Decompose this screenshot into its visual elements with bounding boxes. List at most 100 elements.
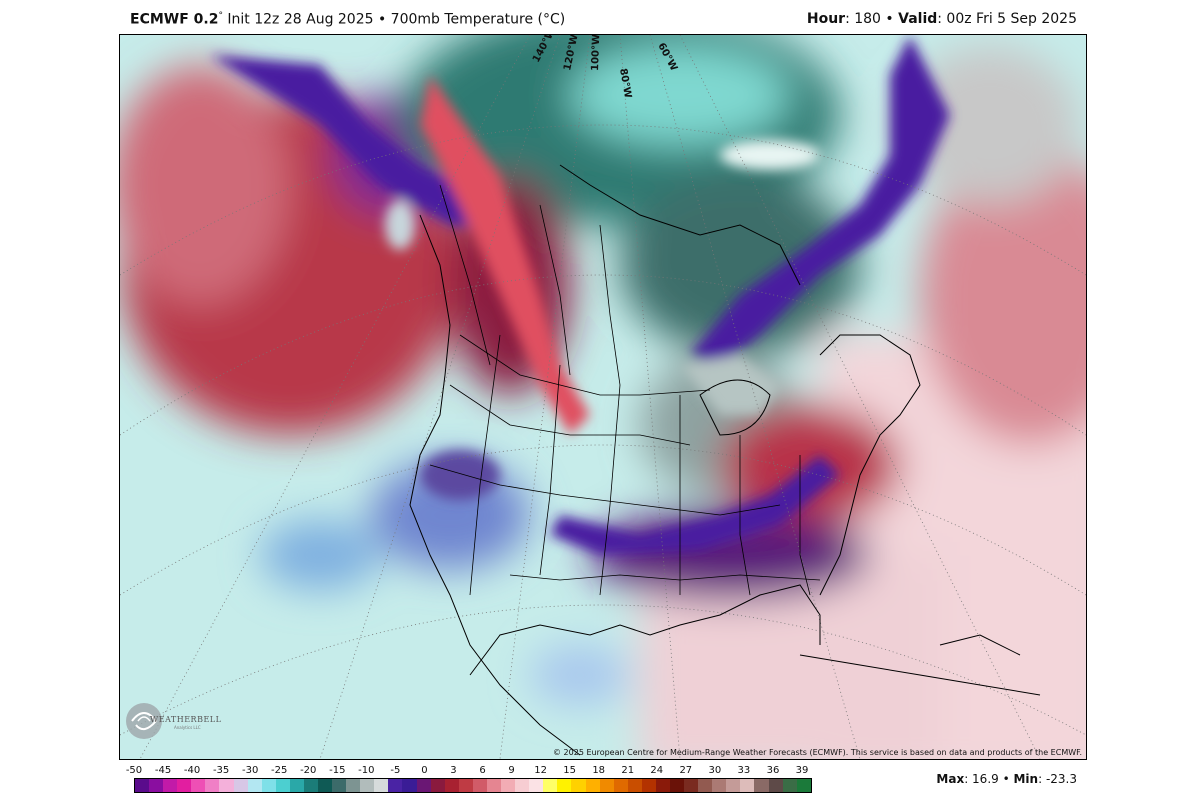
copyright-notice: © 2025 European Centre for Medium-Range … [553, 748, 1082, 757]
min-value: : -23.3 [1038, 772, 1077, 786]
colorbar-tick-label: 9 [508, 765, 515, 776]
colorbar-swatch [163, 779, 178, 792]
colorbar-tick-label: -35 [212, 765, 230, 776]
valid-label: Valid [898, 11, 938, 27]
map-canvas: 140°W 120°W 100°W 80°W 60°W [120, 35, 1086, 759]
colorbar-swatch [782, 779, 797, 792]
init-description: Init 12z 28 Aug 2025 • 700mb Temperature… [222, 11, 566, 28]
colorbar-swatch [332, 779, 347, 792]
colorbar-swatch [585, 779, 600, 792]
colorbar-tick-label: 6 [479, 765, 486, 776]
colorbar-swatch [135, 779, 150, 792]
colorbar-swatch [346, 779, 361, 792]
colorbar-tick-label: 3 [450, 765, 457, 776]
colorbar-swatch [205, 779, 220, 792]
colorbar-tick-label: 36 [766, 765, 780, 776]
colorbar-swatch [655, 779, 670, 792]
colorbar-swatch [543, 779, 558, 792]
colorbar [134, 778, 812, 793]
colorbar-tick-label: 33 [737, 765, 751, 776]
temperature-map[interactable]: 140°W 120°W 100°W 80°W 60°W WEATHERBELL … [119, 34, 1087, 760]
colorbar-swatch [472, 779, 487, 792]
hour-value: : 180 • [845, 11, 899, 27]
colorbar-swatch [458, 779, 473, 792]
colorbar-swatch [318, 779, 333, 792]
colorbar-tick-label: 15 [563, 765, 577, 776]
colorbar-swatch [669, 779, 685, 792]
colorbar-swatch [261, 779, 276, 792]
colorbar-swatch [754, 779, 769, 792]
colorbar-swatch [149, 779, 164, 792]
colorbar-swatch [303, 779, 319, 792]
colorbar-swatch [740, 779, 755, 792]
logo-text: WEATHERBELL [150, 715, 222, 724]
weatherbell-logo: WEATHERBELL Analytics LLC [124, 701, 221, 741]
lon-label: 80°W [617, 68, 633, 99]
colorbar-swatch [402, 779, 417, 792]
colorbar-swatch [613, 779, 628, 792]
max-label: Max [936, 772, 965, 786]
colorbar-tick-label: 27 [679, 765, 693, 776]
graticule [120, 35, 1086, 759]
colorbar-swatch [768, 779, 783, 792]
colorbar-swatch [571, 779, 586, 792]
colorbar-swatch [796, 779, 811, 792]
colorbar-swatch [247, 779, 262, 792]
colorbar-swatch [726, 779, 741, 792]
political-borders [429, 184, 821, 596]
colorbar-swatch [529, 779, 544, 792]
map-title: ECMWF 0.2° Init 12z 28 Aug 2025 • 700mb … [130, 11, 565, 28]
model-name: ECMWF 0.2 [130, 11, 219, 28]
colorbar-labels: -50 -45 -40 -35 -30 -25 -20 -15 -10 -5 0 3 6 9 12 15 18 2… [126, 765, 812, 777]
degree-mark: ° [218, 11, 223, 21]
colorbar-swatch [430, 779, 445, 792]
colorbar-tick-label: -50 [125, 765, 143, 776]
colorbar-tick-label: 24 [650, 765, 664, 776]
colorbar-tick-label: 18 [592, 765, 606, 776]
colorbar-swatch [698, 779, 713, 792]
colorbar-tick-label: -25 [271, 765, 288, 776]
valid-time: Hour: 180 • Valid: 00z Fri 5 Sep 2025 [807, 11, 1077, 27]
colorbar-tick-label: -15 [329, 765, 346, 776]
colorbar-tick-label: 30 [708, 765, 722, 776]
coastlines [409, 164, 1041, 756]
colorbar-swatch [233, 779, 248, 792]
max-min-readout: Max: 16.9 • Min: -23.3 [936, 772, 1077, 786]
lon-label: 100°W [590, 35, 602, 71]
colorbar-tick-label: -45 [154, 765, 172, 776]
colorbar-tick-label: 39 [795, 765, 809, 776]
colorbar-tick-label: -20 [300, 765, 317, 776]
colorbar-tick-label: -30 [242, 765, 259, 776]
colorbar-swatch [501, 779, 516, 792]
colorbar-swatch [557, 779, 572, 792]
colorbar-tick-label: 12 [534, 765, 547, 776]
colorbar-swatch [191, 779, 206, 792]
colorbar-swatch [219, 779, 234, 792]
colorbar-swatch [712, 779, 727, 792]
max-value: : 16.9 • [964, 772, 1014, 786]
colorbar-swatch [486, 779, 502, 792]
temperature-detail [210, 35, 950, 555]
colorbar-swatch [641, 779, 656, 792]
colorbar-tick-label: 0 [421, 765, 428, 776]
swirl-logo-icon [126, 703, 162, 739]
colorbar-swatch [360, 779, 375, 792]
colorbar-swatch [374, 779, 389, 792]
colorbar-swatch [388, 779, 403, 792]
colorbar-swatch [599, 779, 614, 792]
colorbar-tick-label: -40 [183, 765, 201, 776]
min-label: Min [1013, 772, 1039, 786]
colorbar-swatch [627, 779, 642, 792]
colorbar-tick-label: -5 [390, 765, 401, 776]
colorbar-swatch [177, 779, 192, 792]
colorbar-swatch [416, 779, 431, 792]
colorbar-swatch [275, 779, 290, 792]
colorbar-tick-label: 21 [621, 765, 635, 776]
colorbar-swatch [684, 779, 699, 792]
colorbar-tick-label: -10 [358, 765, 375, 776]
colorbar-swatch [289, 779, 304, 792]
hour-label: Hour [806, 11, 846, 27]
valid-value: : 00z Fri 5 Sep 2025 [937, 11, 1077, 27]
colorbar-swatch [515, 779, 530, 792]
logo-subtext: Analytics LLC [174, 725, 201, 730]
